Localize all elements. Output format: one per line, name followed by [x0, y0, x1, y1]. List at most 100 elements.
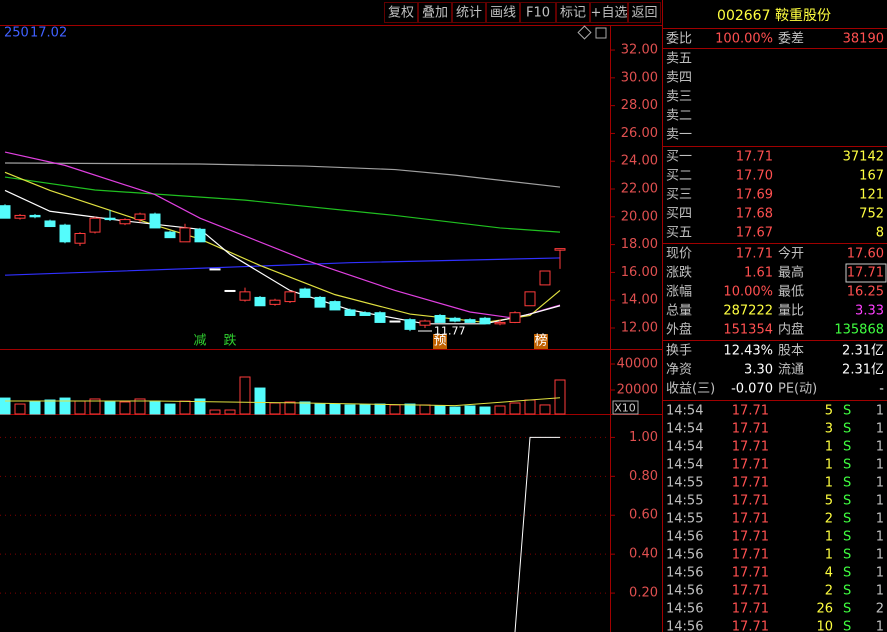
trade-count: 1: [876, 512, 884, 527]
candle-body: [464, 319, 476, 323]
trade-time: 14:55: [666, 512, 703, 527]
buy-label: 买一: [666, 150, 692, 165]
label: 最高: [778, 265, 804, 281]
volume-bar: [269, 402, 281, 415]
volume-bar: [224, 409, 236, 415]
buy-price: 17.68: [736, 207, 773, 222]
trade-side: S: [843, 404, 851, 419]
volume-ma: [5, 397, 561, 407]
candle-body: [284, 291, 296, 303]
candle-body: [269, 299, 281, 305]
y-tick-label: 26.00: [621, 126, 658, 141]
volume-bar: [119, 401, 131, 415]
trade-volume: 4: [825, 566, 833, 581]
toolbar-label[interactable]: 复权: [388, 5, 414, 21]
buy-label: 买四: [666, 207, 692, 222]
annotation: 减: [193, 334, 206, 349]
multiplier: X10: [614, 402, 636, 415]
label: 总量: [666, 304, 692, 319]
toolbar-label[interactable]: F10: [526, 6, 550, 21]
annotation: 跌: [223, 333, 236, 349]
trade-price: 17.71: [732, 512, 769, 527]
value: 17.60: [847, 247, 884, 262]
toolbar-button[interactable]: [520, 2, 556, 23]
volume-bar: [0, 397, 11, 415]
value: 2.31亿: [842, 363, 884, 378]
candle-body: [209, 268, 221, 271]
y-tick-label: 20.00: [621, 209, 658, 224]
toolbar-label[interactable]: 标记: [560, 6, 586, 21]
indicator-line: [514, 436, 560, 632]
y-tick-label: 28.00: [621, 98, 658, 113]
volume-bar: [59, 397, 71, 415]
trade-volume: 2: [825, 512, 833, 527]
y-tick-label: 0.60: [629, 508, 658, 523]
y-tick-label: 16.00: [621, 265, 658, 280]
volume-bar: [554, 379, 566, 415]
value: 135868: [834, 323, 884, 338]
label: PE(动): [778, 382, 817, 397]
volume-bar: [29, 401, 41, 415]
label: 委比: [666, 32, 692, 47]
toolbar-button[interactable]: [486, 2, 520, 23]
label: 量比: [778, 304, 804, 319]
volume-bar: [89, 398, 101, 415]
toolbar-button[interactable]: [384, 2, 418, 23]
sell-label: 卖三: [666, 90, 692, 105]
candle-body: [479, 317, 491, 325]
volume-bar: [209, 409, 221, 415]
toolbar-button[interactable]: [628, 2, 661, 23]
toolbar-label[interactable]: 统计: [456, 6, 482, 21]
candle-body: [299, 288, 311, 298]
trade-side: S: [843, 620, 851, 632]
sell-label: 卖二: [666, 109, 692, 124]
trade-count: 1: [876, 404, 884, 419]
candle-body: [554, 248, 566, 251]
toolbar-label[interactable]: 画线: [490, 6, 516, 21]
toolbar-button[interactable]: [590, 2, 628, 23]
trade-time: 14:56: [666, 602, 703, 617]
label: 净资: [666, 363, 692, 378]
trade-time: 14:56: [666, 620, 703, 632]
trade-count: 1: [876, 494, 884, 509]
volume-bar: [104, 400, 116, 415]
toolbar-button[interactable]: [452, 2, 486, 23]
label: 股本: [778, 344, 804, 359]
candle-body: [524, 291, 536, 307]
candle-body: [254, 296, 266, 307]
label: 涨幅: [666, 285, 692, 300]
toolbar-label[interactable]: 叠加: [422, 6, 448, 21]
candle-body: [134, 213, 146, 221]
trade-side: S: [843, 476, 851, 491]
y-tick-label: 20000: [617, 383, 658, 398]
low-label: 11.77: [434, 325, 466, 338]
toolbar-label[interactable]: +自选: [591, 6, 628, 21]
candle-body: [179, 227, 191, 243]
trade-volume: 1: [825, 476, 833, 491]
volume-bar: [344, 404, 356, 415]
toolbar-label[interactable]: 返回: [631, 6, 657, 21]
candle-body: [164, 231, 176, 239]
sell-label: 卖五: [666, 52, 692, 67]
trade-price: 17.71: [732, 422, 769, 437]
y-tick-label: 18.00: [621, 237, 658, 252]
value: 3.33: [855, 304, 884, 319]
trade-price: 17.71: [732, 476, 769, 491]
toolbar-button[interactable]: [556, 2, 590, 23]
trade-time: 14:55: [666, 494, 703, 509]
candle-body: [389, 320, 401, 323]
trade-volume: 26: [816, 602, 833, 617]
annotation-bg: [433, 334, 447, 349]
toolbar-button[interactable]: [418, 2, 452, 23]
candle-body: [59, 224, 71, 243]
trade-volume: 5: [825, 494, 833, 509]
trade-count: 1: [876, 476, 884, 491]
candle-body: [74, 232, 86, 244]
annotation-bg: [534, 334, 548, 349]
value: -0.070: [731, 382, 773, 397]
ma-tag: 250: [4, 26, 29, 41]
icon: [595, 27, 607, 39]
buy-label: 买二: [666, 169, 692, 184]
